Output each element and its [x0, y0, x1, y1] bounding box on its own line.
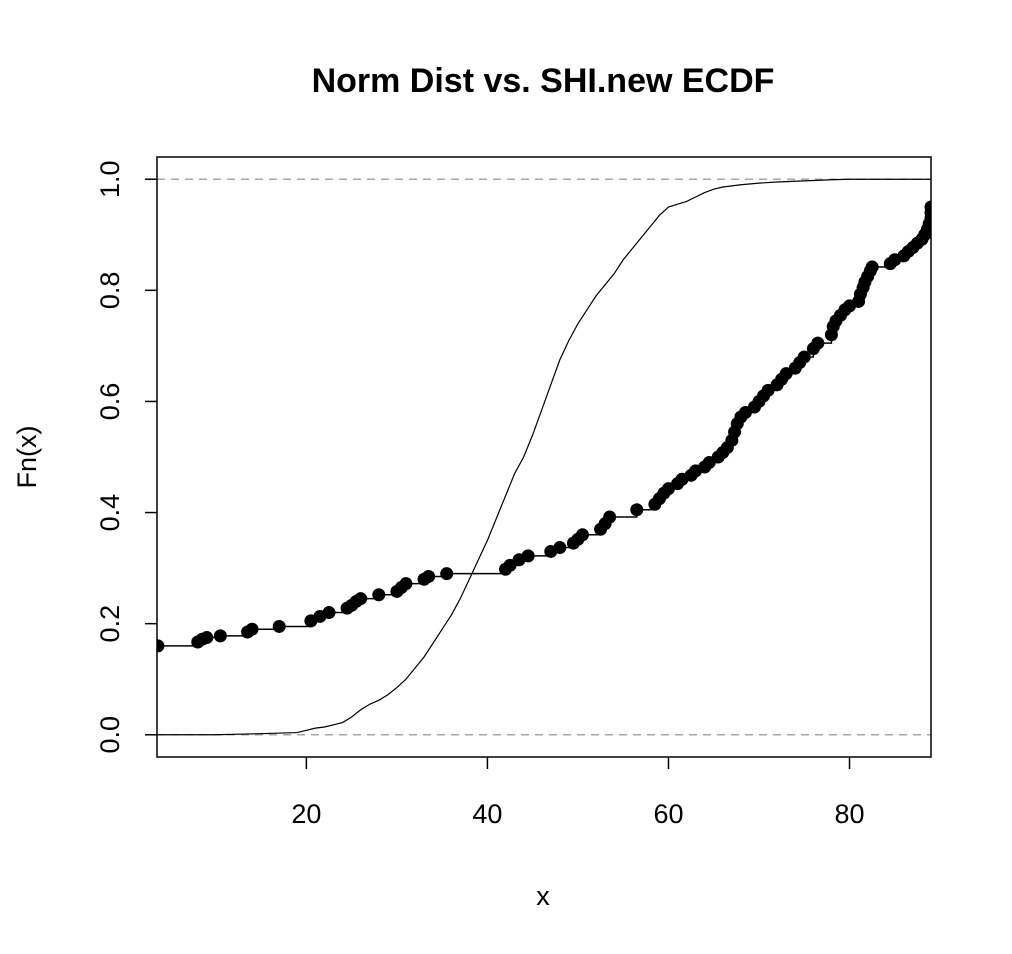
y-tick-label: 0.8 — [95, 272, 125, 310]
ecdf-point — [553, 541, 567, 555]
ecdf-point — [213, 629, 227, 643]
ecdf-point — [521, 549, 535, 563]
y-tick-label: 0.0 — [95, 716, 125, 754]
ecdf-point — [440, 567, 454, 581]
y-tick-label: 0.4 — [95, 494, 125, 532]
y-axis: 0.0 0.2 0.4 0.6 0.8 1.0 — [95, 160, 157, 754]
ecdf-point — [422, 569, 436, 583]
x-axis-label: x — [536, 881, 550, 911]
x-tick-label: 20 — [291, 799, 321, 829]
ecdf-point — [200, 631, 214, 645]
plot-area — [157, 178, 931, 736]
normal-cdf-line — [157, 178, 931, 736]
x-tick-label: 80 — [835, 799, 865, 829]
ecdf-point — [865, 260, 879, 274]
ecdf-point — [630, 503, 644, 517]
ecdf-point — [372, 588, 386, 602]
ecdf-point — [575, 528, 589, 542]
ecdf-point — [322, 606, 336, 620]
y-tick-label: 1.0 — [95, 160, 125, 198]
ecdf-point — [603, 510, 617, 524]
ecdf-point — [811, 336, 825, 350]
x-tick-label: 40 — [472, 799, 502, 829]
x-axis: 20 40 60 80 — [291, 757, 865, 829]
ecdf-point — [272, 619, 286, 633]
y-tick-label: 0.2 — [95, 605, 125, 643]
ecdf-point — [157, 639, 165, 653]
y-tick-label: 0.6 — [95, 383, 125, 421]
y-axis-label: Fn(x) — [12, 426, 42, 489]
ecdf-point — [399, 577, 413, 591]
ecdf-step-line — [157, 207, 931, 647]
ecdf-point — [245, 622, 259, 636]
ecdf-point — [354, 592, 368, 606]
plot-frame — [156, 156, 932, 758]
x-tick-label: 60 — [653, 799, 683, 829]
ecdf-point — [924, 200, 931, 214]
ecdf-point — [797, 350, 811, 364]
chart-title: Norm Dist vs. SHI.new ECDF — [312, 62, 775, 100]
